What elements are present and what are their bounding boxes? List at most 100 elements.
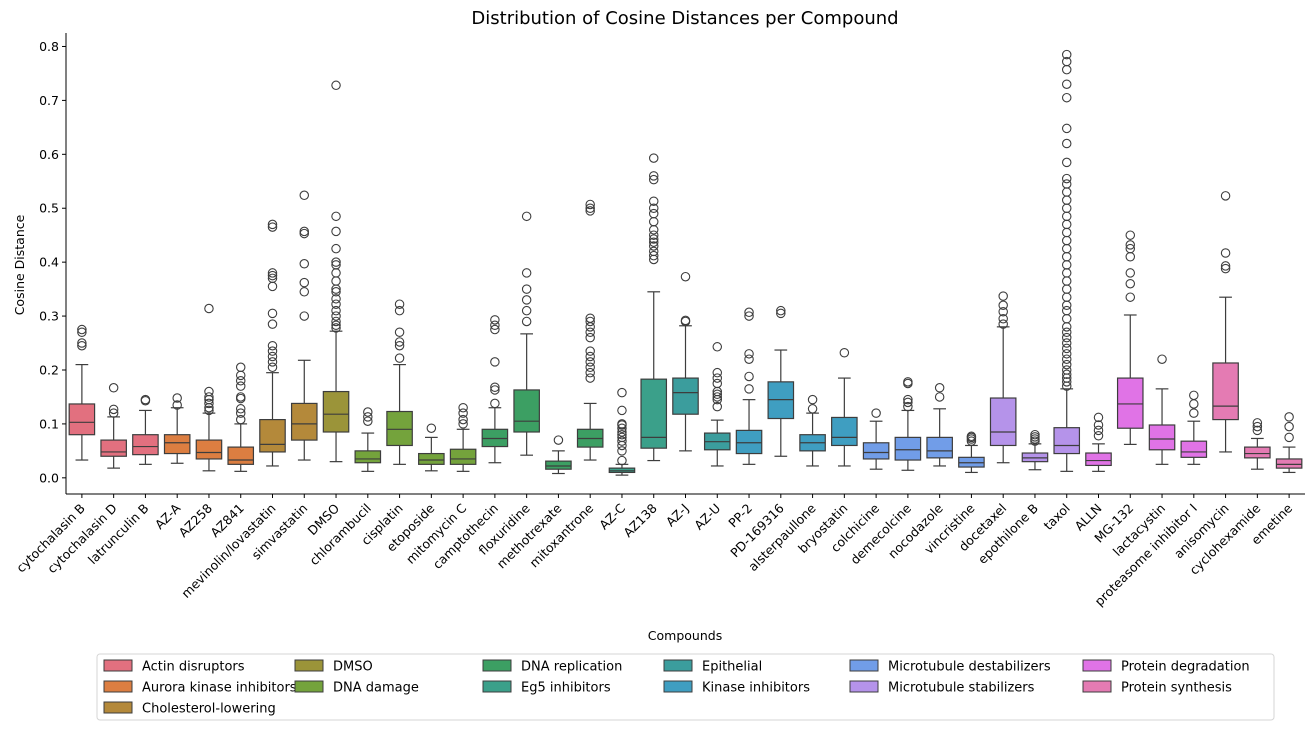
outlier-point bbox=[1061, 349, 1072, 359]
legend-label: Cholesterol-lowering bbox=[142, 702, 276, 717]
outlier-point bbox=[394, 337, 405, 347]
outlier-point bbox=[1061, 300, 1072, 311]
outlier-point bbox=[903, 377, 913, 387]
outlier-point bbox=[1125, 243, 1136, 254]
outlier-point bbox=[648, 225, 659, 235]
outlier-point bbox=[648, 208, 659, 219]
legend-item: Cholesterol-lowering bbox=[103, 701, 276, 717]
legend-item: Microtubule stabilizers bbox=[849, 680, 1035, 696]
outlier-point bbox=[1061, 138, 1072, 149]
outlier-point bbox=[267, 319, 278, 329]
outlier-point bbox=[394, 353, 405, 363]
outlier-point bbox=[140, 394, 151, 405]
outlier-point bbox=[998, 319, 1008, 329]
outlier-point bbox=[744, 354, 754, 364]
iqr-box bbox=[1180, 440, 1208, 458]
box-mg-132 bbox=[1116, 230, 1144, 445]
iqr-box bbox=[195, 439, 223, 460]
box-vincristine bbox=[958, 431, 985, 474]
outlier-point bbox=[1061, 343, 1072, 354]
outlier-point bbox=[585, 206, 595, 216]
outlier-point bbox=[712, 373, 723, 383]
outlier-point bbox=[585, 346, 595, 356]
outlier-point bbox=[267, 362, 278, 373]
box-pd-169316 bbox=[767, 305, 795, 457]
outlier-point bbox=[871, 408, 881, 418]
box-cyclohexamide bbox=[1244, 418, 1271, 470]
x-tick-label: AZ-J bbox=[663, 501, 692, 530]
outlier-point bbox=[77, 338, 87, 348]
outlier-point bbox=[108, 408, 119, 418]
outlier-point bbox=[1061, 268, 1072, 278]
y-tick-label: 0.7 bbox=[39, 93, 59, 108]
outlier-point bbox=[108, 404, 119, 415]
box-cytochalasin-b bbox=[68, 324, 96, 461]
outlier-point bbox=[1093, 425, 1104, 436]
box-alln bbox=[1085, 412, 1112, 472]
outlier-point bbox=[1061, 377, 1072, 387]
outlier-point bbox=[267, 340, 278, 351]
outlier-point bbox=[267, 219, 278, 230]
box-nocodazole bbox=[926, 383, 953, 467]
iqr-box bbox=[545, 460, 572, 470]
legend-item: Protein synthesis bbox=[1082, 680, 1232, 696]
outlier-point bbox=[1093, 412, 1104, 423]
outlier-point bbox=[617, 423, 627, 433]
outlier-point bbox=[1061, 227, 1072, 238]
iqr-box bbox=[1244, 446, 1271, 459]
outlier-point bbox=[426, 423, 437, 433]
outlier-point bbox=[1061, 187, 1072, 197]
outlier-point bbox=[331, 260, 341, 270]
iqr-box bbox=[989, 397, 1017, 447]
outlier-point bbox=[1061, 92, 1072, 103]
outlier-point bbox=[1061, 157, 1072, 168]
outlier-point bbox=[1061, 235, 1072, 246]
outlier-point bbox=[998, 291, 1008, 301]
iqr-box bbox=[513, 389, 540, 433]
outlier-point bbox=[521, 316, 532, 327]
outlier-point bbox=[204, 405, 214, 416]
legend-swatch bbox=[1082, 680, 1112, 693]
outlier-point bbox=[394, 305, 405, 316]
outlier-point bbox=[1220, 248, 1231, 258]
legend-label: Microtubule destabilizers bbox=[888, 660, 1051, 675]
legend-label: Microtubule stabilizers bbox=[888, 681, 1035, 696]
iqr-box bbox=[68, 403, 96, 436]
outlier-point bbox=[204, 398, 214, 409]
outlier-point bbox=[204, 386, 214, 397]
outlier-point bbox=[1061, 338, 1072, 348]
outlier-point bbox=[331, 211, 341, 222]
y-tick-label: 0.0 bbox=[39, 470, 59, 485]
plot-area bbox=[68, 49, 1303, 476]
outlier-point bbox=[1061, 359, 1072, 370]
iqr-box bbox=[100, 439, 127, 457]
outlier-point bbox=[1061, 369, 1072, 380]
x-tick-label: AZ-U bbox=[691, 501, 723, 533]
legend-swatch bbox=[103, 701, 133, 714]
outlier-point bbox=[1061, 284, 1072, 294]
outlier-point bbox=[1061, 252, 1072, 262]
outlier-point bbox=[680, 271, 691, 282]
legend-swatch bbox=[294, 680, 324, 693]
y-tick-label: 0.4 bbox=[39, 255, 59, 270]
outlier-point bbox=[712, 392, 723, 402]
outlier-point bbox=[648, 230, 659, 240]
outlier-point bbox=[648, 171, 659, 181]
outlier-point bbox=[1125, 278, 1136, 289]
outlier-point bbox=[458, 414, 468, 425]
outlier-point bbox=[1061, 195, 1072, 205]
outlier-point bbox=[712, 378, 723, 389]
iqr-box bbox=[862, 442, 890, 460]
outlier-point bbox=[966, 431, 977, 442]
box-az258 bbox=[195, 303, 223, 472]
x-tick-label: AZ138 bbox=[620, 500, 660, 540]
outlier-point bbox=[267, 222, 278, 232]
outlier-point bbox=[521, 268, 532, 278]
outlier-point bbox=[204, 392, 214, 402]
box-az-a bbox=[163, 393, 191, 464]
box-az841 bbox=[227, 362, 255, 472]
outlier-point bbox=[648, 250, 659, 261]
outlier-point bbox=[585, 316, 595, 327]
outlier-point bbox=[299, 259, 310, 269]
iqr-box bbox=[290, 402, 318, 441]
